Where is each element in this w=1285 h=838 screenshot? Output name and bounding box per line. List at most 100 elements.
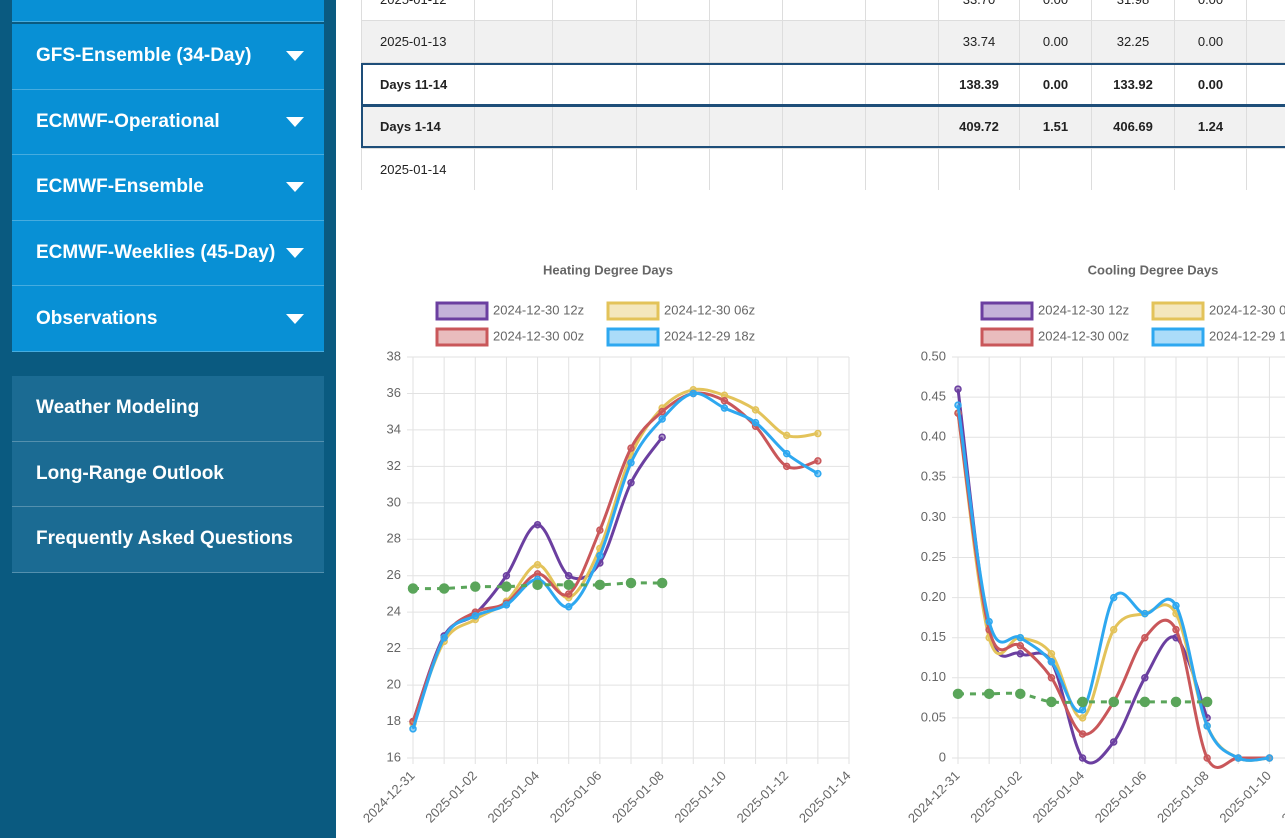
data-point — [502, 571, 511, 580]
data-point — [1139, 696, 1151, 708]
y-tick-label: 0.40 — [921, 429, 946, 444]
menu-item[interactable]: ECMWF-Ensemble — [12, 155, 324, 221]
empty-cell — [1091, 147, 1175, 190]
x-tick-label: 2025-01-08 — [1154, 768, 1212, 826]
data-point — [1203, 722, 1211, 730]
menu-item[interactable] — [12, 0, 324, 22]
legend-swatch — [980, 301, 1034, 321]
y-tick-label: 24 — [387, 604, 401, 619]
table-cell: 406.69 — [1091, 105, 1175, 149]
data-point — [532, 579, 543, 591]
menu-item[interactable]: GFS-Ensemble (34-Day) — [12, 24, 324, 90]
x-tick-label: 2025-01-10 — [671, 768, 729, 826]
data-point — [985, 633, 993, 642]
data-point — [627, 451, 635, 460]
menu-item[interactable]: Observations — [12, 286, 324, 352]
data-point — [1077, 696, 1088, 708]
y-tick-label: 20 — [387, 677, 401, 692]
data-point — [409, 717, 417, 726]
data-point — [985, 625, 993, 634]
data-point — [502, 601, 511, 609]
data-point — [1234, 754, 1243, 762]
data-point — [627, 479, 635, 487]
empty-cell — [1174, 147, 1247, 190]
data-point — [751, 406, 760, 414]
x-tick-label: 2025-01-08 — [609, 768, 667, 826]
data-point — [782, 431, 791, 440]
y-tick-label: 36 — [387, 385, 401, 400]
y-tick-label: 0.30 — [921, 509, 946, 524]
table-cell: 0.00 — [1174, 0, 1247, 21]
empty-cell — [552, 105, 637, 149]
series-line — [411, 436, 664, 723]
data-point — [1203, 714, 1211, 722]
dropdown-arrow[interactable] — [286, 313, 304, 324]
empty-cell — [474, 0, 553, 21]
row-border — [361, 105, 1285, 149]
x-tick-label: 2025-01-02 — [967, 768, 1025, 826]
data-point — [658, 433, 666, 441]
data-point — [594, 579, 606, 591]
data-point — [564, 571, 573, 580]
series-line — [411, 391, 819, 723]
dropdown-arrow[interactable] — [286, 116, 304, 127]
data-point — [1016, 649, 1025, 658]
legend-label: 2024-12-29 18z — [664, 328, 755, 343]
dropdown-arrow[interactable] — [286, 51, 304, 62]
nav-link[interactable]: Weather Modeling — [12, 376, 324, 442]
nav-link[interactable]: Frequently Asked Questions — [12, 507, 324, 573]
series-line — [411, 387, 819, 724]
data-point — [1201, 696, 1213, 708]
data-point — [533, 575, 542, 584]
dropdown-arrow[interactable] — [286, 182, 304, 193]
legend-swatch — [980, 327, 1034, 347]
y-tick-label: 0.45 — [921, 389, 946, 404]
data-point — [409, 719, 417, 728]
data-point — [1141, 674, 1149, 682]
table-cell: 33.74 — [938, 20, 1020, 64]
data-point — [1234, 754, 1243, 762]
data-point — [471, 610, 480, 618]
x-tick-label: 2024-12-31 — [360, 768, 418, 826]
data-point — [952, 688, 964, 700]
data-point — [1203, 722, 1211, 730]
data-point — [1016, 641, 1025, 650]
data-point — [625, 577, 637, 589]
data-point — [471, 608, 480, 616]
data-point — [1172, 625, 1180, 634]
data-point — [658, 415, 666, 423]
data-point — [1172, 601, 1180, 610]
empty-cell — [709, 0, 783, 21]
table-cell: 31.98 — [1091, 0, 1175, 21]
data-point — [658, 407, 666, 416]
data-point — [658, 404, 666, 412]
data-point — [471, 615, 480, 624]
legend-label: 2024-12-29 18z — [1209, 328, 1285, 343]
empty-cell — [865, 20, 939, 64]
y-tick-label: 38 — [387, 348, 401, 363]
menu-item[interactable]: ECMWF-Weeklies (45-Day) — [12, 220, 324, 287]
series-line — [956, 412, 1270, 769]
menu-item[interactable]: ECMWF-Operational — [12, 89, 324, 156]
y-tick-label: 16 — [387, 749, 401, 764]
legend-label: 2024-12-30 12z — [1038, 302, 1129, 317]
data-point — [1265, 754, 1274, 762]
data-point — [1203, 754, 1211, 762]
data-point — [782, 449, 791, 458]
table-cell: 0.00 — [1019, 20, 1092, 64]
empty-cell — [782, 0, 866, 21]
data-point — [720, 404, 729, 412]
series-line — [956, 404, 1270, 762]
data-point — [1109, 625, 1118, 634]
empty-cell — [474, 20, 553, 64]
table: 2025-01-1233.700.0031.980.002025-01-1333… — [361, 0, 1285, 190]
legend-swatch — [435, 327, 489, 347]
empty-cell — [865, 0, 939, 21]
y-tick-label: 26 — [387, 567, 401, 582]
data-point — [1141, 609, 1149, 618]
dropdown-arrow[interactable] — [286, 248, 304, 259]
y-tick-label: 32 — [387, 458, 401, 473]
nav-link[interactable]: Long-Range Outlook — [12, 441, 324, 508]
data-point — [1078, 706, 1087, 714]
data-point — [407, 583, 419, 594]
